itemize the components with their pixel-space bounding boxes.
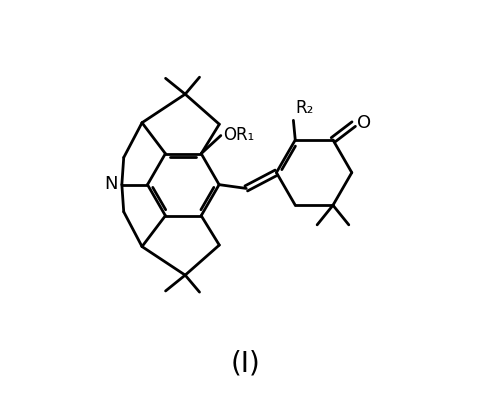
Text: R₂: R₂: [295, 99, 314, 117]
Text: N: N: [105, 175, 118, 193]
Text: OR₁: OR₁: [223, 126, 255, 144]
Text: (Ⅰ): (Ⅰ): [231, 350, 260, 378]
Text: O: O: [357, 114, 371, 132]
